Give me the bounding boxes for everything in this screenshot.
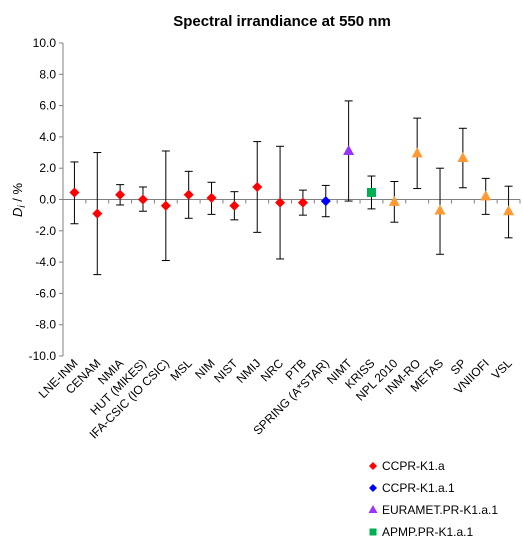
y-tick-label: 6.0 (39, 99, 56, 113)
data-point (92, 208, 103, 219)
data-point (160, 200, 171, 211)
y-tick-label: 8.0 (39, 67, 56, 81)
data-point (115, 189, 126, 200)
data-point (137, 194, 148, 205)
data-point (320, 196, 331, 207)
y-tick-label: 10.0 (33, 36, 57, 50)
legend-label: CCPR-K1.a.1 (382, 481, 455, 495)
x-tick-label: MSL (167, 356, 195, 384)
data-point (343, 144, 355, 155)
data-point (480, 190, 492, 201)
legend-marker (369, 462, 377, 470)
x-tick-label: NMIJ (234, 356, 264, 386)
legend-label: CCPR-K1.a (382, 459, 445, 473)
legend: CCPR-K1.a CCPR-K1.a.1 EURAMET.PR-K1.a.1 APM… (368, 459, 498, 539)
data-point (366, 187, 376, 197)
data-point (434, 204, 446, 215)
y-tick-label: 2.0 (39, 161, 56, 175)
y-tick-label: -6.0 (35, 286, 56, 300)
data-point (252, 181, 263, 192)
data-point (275, 197, 286, 208)
data-point (411, 147, 423, 158)
data-point (69, 187, 80, 198)
data-point (206, 192, 217, 203)
legend-label: APMP.PR-K1.a.1 (382, 525, 473, 539)
data-point (457, 152, 469, 163)
x-tick-label: NIST (211, 356, 241, 386)
y-tick-label: 0.0 (39, 193, 56, 207)
x-tick-label: VSL (489, 356, 515, 382)
x-tick-label: NRC (258, 356, 287, 385)
chart-title: Spectral irrandiance at 550 nm (173, 13, 391, 30)
data-point (297, 197, 308, 208)
legend-marker (368, 505, 378, 513)
y-axis-label: Di / % (10, 183, 28, 217)
legend-label: EURAMET.PR-K1.a.1 (382, 503, 498, 517)
y-tick-label: 4.0 (39, 130, 56, 144)
data-point (183, 189, 194, 200)
y-tick-label: -2.0 (35, 224, 56, 238)
y-tick-label: -10.0 (29, 349, 57, 363)
data-point (503, 205, 515, 216)
y-tick-label: -4.0 (35, 255, 56, 269)
legend-marker (369, 484, 377, 492)
data-point (229, 200, 240, 211)
data-point (388, 195, 400, 206)
y-tick-label: -8.0 (35, 318, 56, 332)
plot-area: 10.0 8.0 6.0 4.0 2.0 0.0 -2.0 -4.0 -6.0 -8.0 -10.0… (29, 36, 521, 442)
legend-marker (369, 528, 377, 536)
